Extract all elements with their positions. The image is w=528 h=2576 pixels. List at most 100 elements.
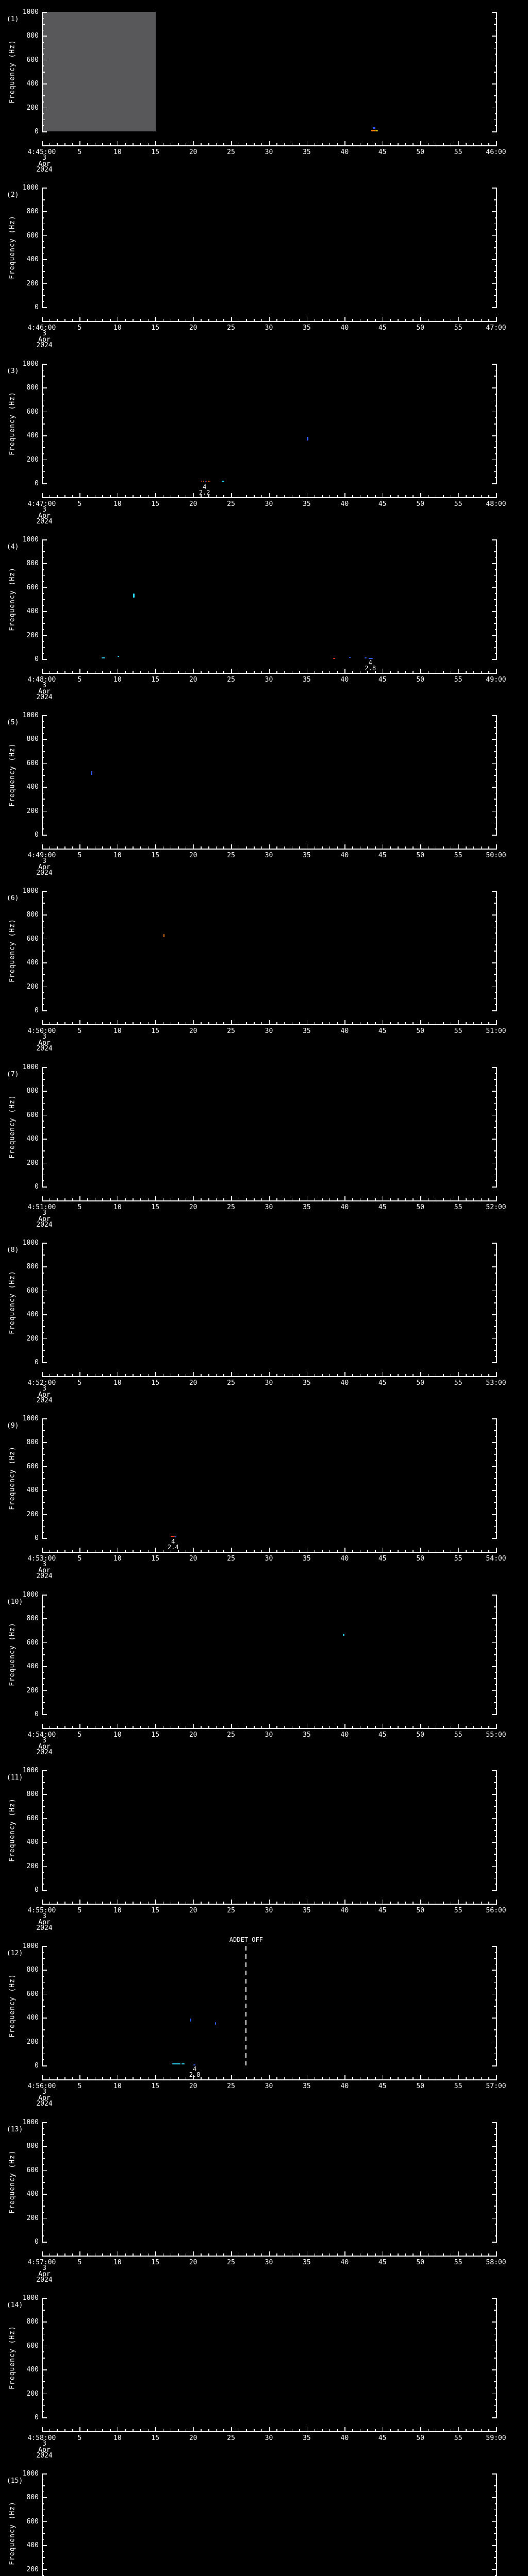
y-tick [42, 751, 45, 752]
x-start-time-label: 4:49:00 [27, 852, 56, 859]
x-tick-label: 25 [227, 324, 235, 332]
x-tick [398, 2429, 399, 2431]
x-tick-label: 20 [189, 2434, 197, 2442]
y-tick [494, 113, 497, 114]
y-tick [42, 908, 44, 910]
x-tick [367, 846, 368, 849]
y-tick-label: 200 [26, 2565, 39, 2573]
x-tick [488, 1374, 489, 1376]
spectral-event-mark [204, 481, 206, 482]
x-tick [94, 1550, 96, 1552]
x-tick [390, 1550, 391, 1552]
y-tick [42, 447, 45, 448]
x-tick [261, 495, 262, 497]
spectrogram-panel: (2) Frequency (Hz) 4:46:00 47:00 3 Apr 2… [0, 176, 528, 351]
x-tick [57, 1198, 58, 1200]
x-tick [329, 671, 331, 673]
x-tick [42, 1372, 43, 1376]
x-tick [496, 1724, 497, 1728]
x-tick [193, 1372, 194, 1376]
x-tick [79, 317, 80, 321]
x-tick [133, 143, 134, 145]
x-tick [193, 1900, 194, 1904]
y-tick [493, 2006, 497, 2007]
x-tick [284, 495, 285, 497]
y-tick [493, 1654, 497, 1655]
x-tick [208, 2253, 209, 2256]
x-tick [337, 846, 338, 849]
x-tick [488, 1726, 489, 1728]
y-tick [493, 799, 497, 800]
y-tick [494, 1097, 497, 1098]
date-label: 3 Apr 2024 [36, 506, 53, 526]
x-tick [420, 1372, 421, 1376]
x-tick [443, 671, 444, 673]
y-tick [491, 2545, 497, 2546]
y-tick [494, 1624, 497, 1625]
y-tick [493, 271, 497, 272]
x-tick [238, 846, 240, 849]
y-tick [493, 903, 497, 904]
x-tick [193, 1196, 194, 1200]
y-tick [42, 539, 47, 540]
x-tick [140, 1022, 141, 1024]
x-tick [352, 671, 353, 673]
y-tick [494, 2036, 497, 2037]
x-tick [64, 495, 65, 497]
y-tick-label: 400 [26, 783, 39, 791]
x-tick [466, 2253, 467, 2256]
x-tick [405, 2429, 406, 2431]
x-tick [398, 846, 399, 849]
x-tick-label: 35 [303, 1379, 311, 1387]
y-tick [491, 1642, 497, 1643]
x-tick [398, 1198, 399, 1200]
y-tick [42, 891, 47, 892]
x-tick [352, 319, 353, 321]
x-tick [306, 1900, 308, 1904]
x-tick-label: 15 [151, 2082, 160, 2090]
x-tick [147, 1902, 149, 1904]
y-tick-label: 400 [26, 256, 39, 264]
y-tick [42, 1788, 44, 1789]
y-tick [494, 441, 497, 443]
y-tick [491, 2369, 497, 2370]
y-tick-label: 0 [35, 1886, 39, 1894]
x-tick-label: 55 [454, 2434, 463, 2442]
x-tick [117, 1020, 119, 1024]
x-tick-label: 30 [265, 1907, 273, 1914]
y-tick [494, 205, 497, 207]
x-tick-label: 10 [113, 1907, 122, 1914]
x-tick-label: 5 [77, 1907, 82, 1914]
x-tick-label: 5 [77, 148, 82, 156]
x-tick [306, 669, 308, 673]
y-tick [42, 1672, 44, 1673]
y-tick [494, 1356, 497, 1357]
y-tick [491, 1714, 497, 1715]
x-end-time-label: 56:00 [486, 1907, 506, 1914]
x-tick [170, 1726, 172, 1728]
x-tick [450, 1726, 452, 1728]
y-tick [494, 1084, 497, 1086]
y-tick [42, 2018, 47, 2019]
y-tick [42, 2557, 45, 2558]
y-tick [494, 1448, 497, 1449]
y-tick [491, 1842, 497, 1843]
x-tick [162, 846, 164, 849]
x-tick [155, 1548, 156, 1552]
y-tick [42, 2164, 44, 2165]
y-tick [42, 1157, 44, 1158]
x-tick [412, 1726, 414, 1728]
x-tick [322, 1726, 323, 1728]
y-tick [494, 1612, 497, 1614]
x-tick [125, 1374, 126, 1376]
x-tick-label: 50 [416, 1379, 424, 1387]
x-tick [496, 1020, 497, 1024]
x-tick [201, 495, 202, 497]
x-tick [87, 143, 88, 145]
x-tick [458, 669, 459, 673]
x-tick [133, 319, 134, 321]
y-tick [42, 2047, 44, 2048]
y-tick-label: 200 [26, 1159, 39, 1167]
x-tick [216, 2253, 217, 2256]
x-tick-label: 35 [303, 500, 311, 508]
